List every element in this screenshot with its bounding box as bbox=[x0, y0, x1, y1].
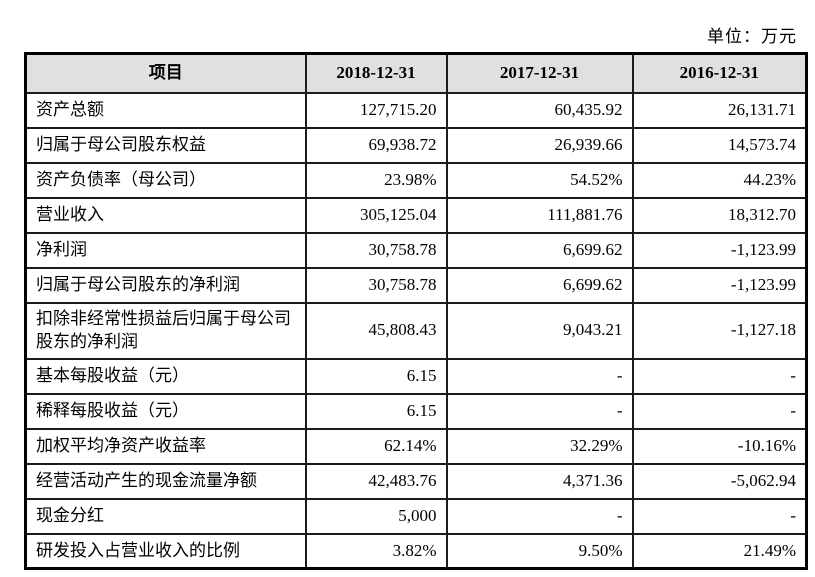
value-cell: 44.23% bbox=[631, 162, 808, 199]
value-cell: - bbox=[445, 357, 634, 395]
table-row: 资产负债率（母公司） 23.98% 54.52% 44.23% bbox=[24, 162, 808, 199]
value-cell: - bbox=[631, 392, 808, 430]
value-cell: 30,758.78 bbox=[304, 232, 448, 269]
value-cell: 14,573.74 bbox=[631, 127, 808, 164]
unit-label: 单位：万元 bbox=[707, 27, 797, 46]
value-cell: -1,127.18 bbox=[631, 302, 808, 360]
value-cell: 26,131.71 bbox=[631, 92, 808, 129]
value-cell: 62.14% bbox=[304, 427, 448, 465]
header-row: 项目 2018-12-31 2017-12-31 2016-12-31 bbox=[24, 52, 808, 94]
item-cell: 加权平均净资产收益率 bbox=[24, 427, 307, 465]
value-cell: 5,000 bbox=[304, 497, 448, 535]
value-cell: 54.52% bbox=[445, 162, 634, 199]
value-cell: 305,125.04 bbox=[304, 197, 448, 234]
value-cell: 6.15 bbox=[304, 357, 448, 395]
item-cell: 现金分红 bbox=[24, 497, 307, 535]
value-cell: -1,123.99 bbox=[631, 267, 808, 304]
item-cell: 经营活动产生的现金流量净额 bbox=[24, 462, 307, 500]
value-cell: 3.82% bbox=[304, 532, 448, 570]
value-cell: - bbox=[445, 392, 634, 430]
item-cell: 资产总额 bbox=[24, 92, 307, 129]
value-cell: 32.29% bbox=[445, 427, 634, 465]
value-cell: - bbox=[445, 497, 634, 535]
column-header-2017-12-31: 2017-12-31 bbox=[445, 52, 634, 94]
column-header-2016-12-31: 2016-12-31 bbox=[631, 52, 808, 94]
table-row: 净利润 30,758.78 6,699.62 -1,123.99 bbox=[24, 232, 808, 269]
financial-summary-table: 项目 2018-12-31 2017-12-31 2016-12-31 资产总额… bbox=[24, 52, 808, 571]
value-cell: - bbox=[631, 357, 808, 395]
value-cell: 9,043.21 bbox=[445, 302, 634, 360]
value-cell: 23.98% bbox=[304, 162, 448, 199]
item-cell: 归属于母公司股东权益 bbox=[24, 127, 307, 164]
table-row: 加权平均净资产收益率 62.14% 32.29% -10.16% bbox=[24, 427, 808, 465]
value-cell: 26,939.66 bbox=[445, 127, 634, 164]
column-header-item: 项目 bbox=[24, 52, 307, 94]
value-cell: 21.49% bbox=[631, 532, 808, 570]
table-row: 稀释每股收益（元） 6.15- - bbox=[24, 392, 808, 430]
item-cell: 基本每股收益（元） bbox=[24, 357, 307, 395]
column-header-2018-12-31: 2018-12-31 bbox=[304, 52, 448, 94]
item-cell: 扣除非经常性损益后归属于母公司股东的净利润 bbox=[24, 302, 307, 360]
item-cell: 营业收入 bbox=[24, 197, 307, 234]
item-cell: 资产负债率（母公司） bbox=[24, 162, 307, 199]
table-row: 归属于母公司股东的净利润 30,758.78 6,699.62 -1,123.99 bbox=[24, 267, 808, 304]
value-cell: 42,483.76 bbox=[304, 462, 448, 500]
table-row: 扣除非经常性损益后归属于母公司股东的净利润 45,808.43 9,043.21 -1… bbox=[24, 302, 808, 360]
value-cell: - bbox=[631, 497, 808, 535]
table-row: 归属于母公司股东权益 69,938.72 26,939.66 14,573.74 bbox=[24, 127, 808, 164]
table-row: 营业收入 305,125.04 111,881.76 18,312.70 bbox=[24, 197, 808, 234]
table-row: 资产总额 127,715.20 60,435.92 26,131.71 bbox=[24, 92, 808, 129]
table-row: 研发投入占营业收入的比例 3.82% 9.50% 21.49% bbox=[24, 532, 808, 570]
value-cell: 45,808.43 bbox=[304, 302, 448, 360]
value-cell: 111,881.76 bbox=[445, 197, 634, 234]
item-cell: 稀释每股收益（元） bbox=[24, 392, 307, 430]
item-cell: 净利润 bbox=[24, 232, 307, 269]
value-cell: 69,938.72 bbox=[304, 127, 448, 164]
value-cell: 18,312.70 bbox=[631, 197, 808, 234]
value-cell: 60,435.92 bbox=[445, 92, 634, 129]
table-row: 经营活动产生的现金流量净额 42,483.76 4,371.36 -5,062.94 bbox=[24, 462, 808, 500]
table-row: 现金分红 5,000- - bbox=[24, 497, 808, 535]
value-cell: 9.50% bbox=[445, 532, 634, 570]
value-cell: 6.15 bbox=[304, 392, 448, 430]
value-cell: 6,699.62 bbox=[445, 232, 634, 269]
value-cell: 30,758.78 bbox=[304, 267, 448, 304]
value-cell: 4,371.36 bbox=[445, 462, 634, 500]
item-cell: 归属于母公司股东的净利润 bbox=[24, 267, 307, 304]
value-cell: -5,062.94 bbox=[631, 462, 808, 500]
table-row: 基本每股收益（元） 6.15- - bbox=[24, 357, 808, 395]
value-cell: 127,715.20 bbox=[304, 92, 448, 129]
value-cell: 6,699.62 bbox=[445, 267, 634, 304]
table-body: 资产总额 127,715.20 60,435.92 26,131.71 归属于母公司股东… bbox=[24, 92, 808, 570]
value-cell: -10.16% bbox=[631, 427, 808, 465]
value-cell: -1,123.99 bbox=[631, 232, 808, 269]
item-cell: 研发投入占营业收入的比例 bbox=[24, 532, 307, 570]
